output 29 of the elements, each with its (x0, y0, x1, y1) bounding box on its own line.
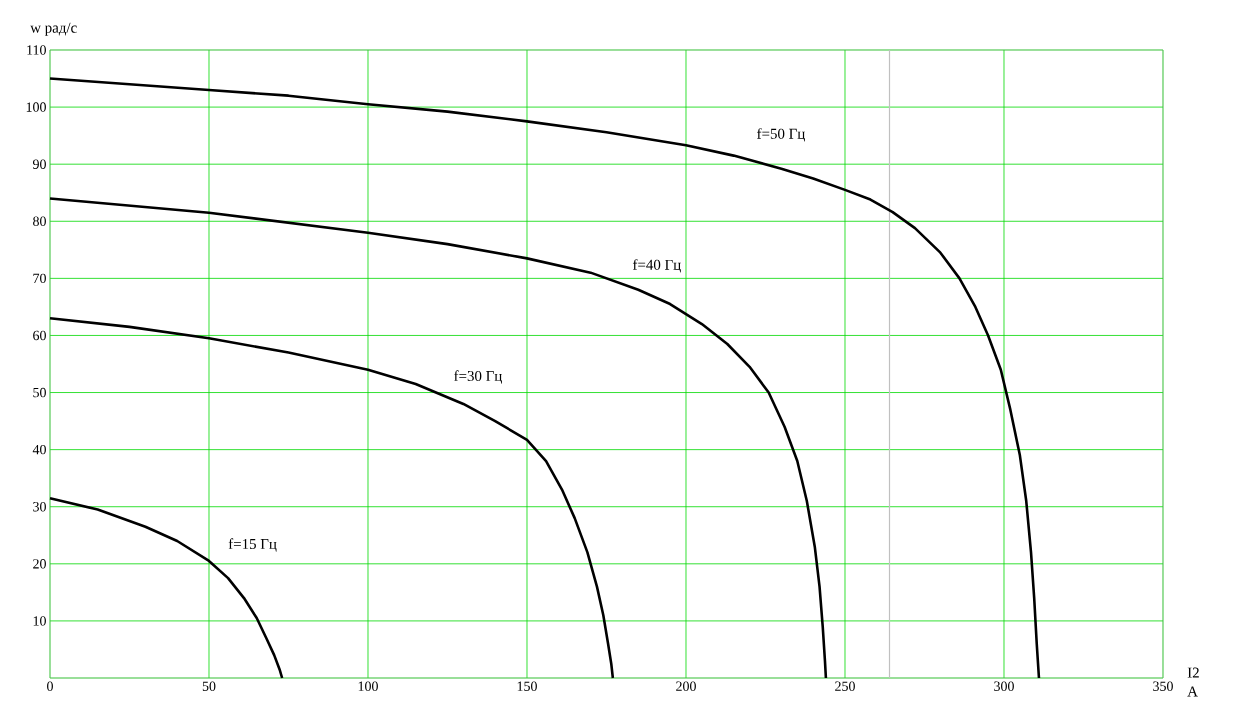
x-tick-label: 50 (202, 681, 216, 691)
line-series (48, 496, 284, 680)
y-axis-title: w рад/с (30, 22, 77, 36)
y-tick-label: 20 (33, 559, 46, 569)
series-label: f=15 Гц (228, 538, 277, 552)
y-tick-label: 60 (33, 330, 46, 341)
line-series (48, 77, 1041, 680)
x-tick-label: 200 (676, 681, 696, 691)
series-label: f=50 Гц (757, 128, 805, 142)
y-tick-label: 50 (33, 387, 46, 398)
x-tick-label: 100 (358, 681, 378, 691)
x-tick-label: 300 (994, 681, 1014, 691)
x-tick-label: 250 (835, 681, 855, 691)
y-tick-label: 30 (33, 502, 46, 512)
series-label: f=40 Гц (632, 259, 681, 273)
y-tick-label: 70 (33, 273, 46, 284)
line-series (48, 197, 828, 680)
y-tick-label: 110 (27, 45, 46, 55)
y-tick-label: 10 (33, 616, 46, 626)
x-tick-label: 350 (1153, 681, 1173, 691)
x-tick-label: 0 (47, 681, 53, 691)
y-tick-label: 100 (26, 102, 46, 112)
series-label: f=30 Гц (454, 370, 502, 384)
line-series (48, 317, 615, 680)
x-tick-label: 150 (517, 681, 537, 691)
y-tick-label: 90 (32, 159, 46, 169)
y-tick-label: 40 (32, 444, 46, 455)
x-axis-title: I2 A (1187, 667, 1199, 697)
y-tick-label: 80 (33, 216, 46, 226)
